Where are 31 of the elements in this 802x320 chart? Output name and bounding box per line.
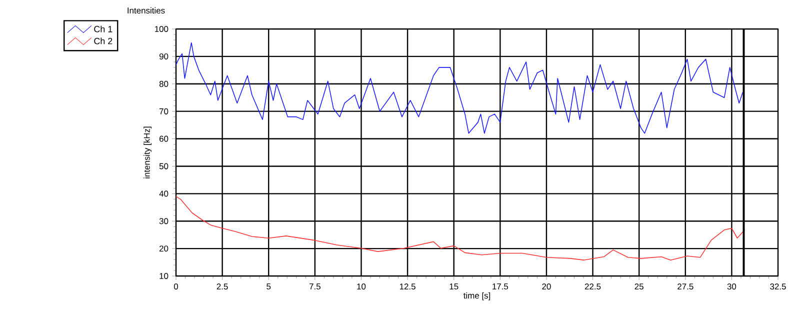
y-tick-label: 100: [154, 26, 168, 32]
y-tick-label: 50: [159, 163, 168, 170]
x-tick-label: 15: [450, 284, 458, 290]
y-tick-label: 80: [159, 80, 168, 87]
x-axis-title: time [s]: [463, 292, 490, 300]
x-tick-label: 10: [357, 284, 366, 290]
x-tick-label: 20: [542, 284, 551, 290]
legend-label: Ch 1: [94, 26, 112, 32]
x-tick-label: 5: [266, 284, 271, 290]
y-tick-label: 40: [159, 190, 168, 197]
y-axis-title: intensity [kHz]: [144, 126, 152, 178]
y-tick-label: 70: [160, 108, 168, 114]
x-tick-label: 2.5: [216, 284, 228, 290]
x-tick-label: 22.5: [584, 284, 601, 290]
x-tick-label: 25: [634, 284, 644, 290]
x-tick-label: 27.5: [678, 284, 694, 290]
line-series: [176, 196, 746, 260]
line-series: [176, 42, 744, 134]
x-tick-label: 7.5: [309, 284, 320, 290]
chart-title: Intensities: [128, 7, 165, 14]
x-tick-label: 17.5: [492, 284, 508, 290]
legend-label: Ch 2: [94, 38, 112, 44]
y-tick-label: 10: [160, 273, 168, 279]
y-tick-label: 60: [160, 136, 168, 142]
x-tick-label: 12.5: [400, 284, 416, 290]
x-tick-label: 0: [174, 284, 178, 290]
x-tick-label: 30: [727, 284, 736, 290]
y-tick-label: 90: [159, 53, 168, 60]
y-tick-label: 20: [159, 246, 168, 252]
y-tick-label: 30: [159, 218, 168, 224]
x-tick-label: 32.5: [770, 284, 786, 290]
